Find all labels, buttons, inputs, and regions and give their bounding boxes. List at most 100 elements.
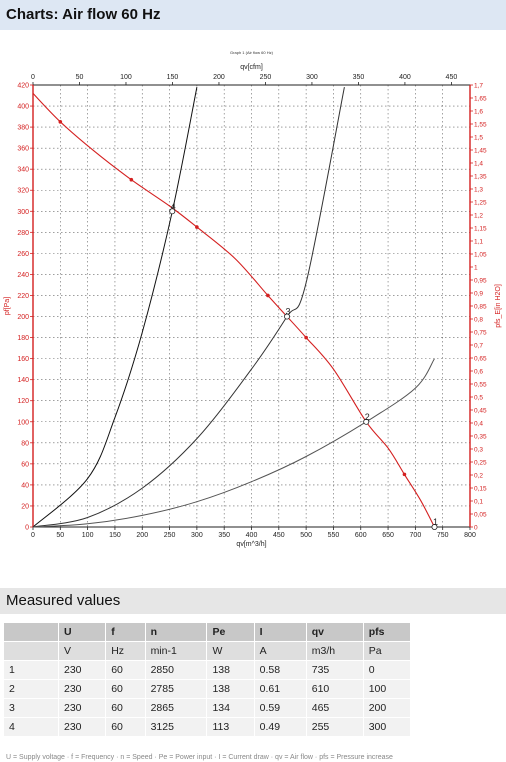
right-tick-label: 1,2	[474, 213, 483, 220]
header-cell: qv	[306, 623, 363, 641]
y-tick-label: 220	[17, 293, 29, 300]
right-tick-label: 1,6	[474, 109, 483, 116]
x-tick-label: 0	[31, 532, 35, 539]
header-cell: f	[106, 623, 145, 641]
right-tick-label: 1,15	[474, 226, 487, 233]
right-tick-label: 1,55	[474, 122, 487, 129]
fan-data-point	[195, 225, 199, 229]
right-tick-label: 1,35	[474, 174, 487, 181]
right-tick-label: 0,2	[474, 473, 483, 480]
right-tick-label: 0,3	[474, 447, 483, 454]
y-tick-label: 140	[17, 377, 29, 384]
unit-cell: m3/h	[306, 642, 363, 660]
right-tick-label: 1,5	[474, 135, 483, 142]
right-tick-label: 1,4	[474, 161, 483, 168]
table-cell: 610	[306, 680, 363, 698]
table-cell: 465	[306, 699, 363, 717]
y-tick-label: 420	[17, 83, 29, 90]
fan-data-point	[402, 472, 407, 477]
right-tick-label: 0,15	[474, 486, 487, 493]
table-cell: 100	[363, 680, 410, 698]
right-tick-label: 1,65	[474, 96, 487, 103]
table-row: 2 230 60 2785 138 0.61 610 100	[4, 680, 410, 698]
top-tick-label: 150	[167, 74, 179, 81]
top-tick-label: 450	[446, 74, 458, 81]
table-cell: 138	[207, 680, 254, 698]
table-cell: 60	[106, 718, 145, 736]
y-tick-label: 0	[25, 525, 29, 532]
right-tick-label: 0,65	[474, 356, 487, 363]
header-cell: Pe	[207, 623, 254, 641]
table-cell: 60	[106, 661, 145, 679]
chart-section-header: Charts: Air flow 60 Hz	[0, 0, 506, 30]
fan-data-point	[129, 177, 134, 182]
table-cell: 2865	[145, 699, 207, 717]
y-tick-label: 80	[21, 440, 29, 447]
unit-cell	[4, 642, 58, 660]
y-axis-label: pf[Pa]	[4, 297, 11, 315]
y-tick-label: 160	[17, 356, 29, 363]
unit-cell: Hz	[106, 642, 145, 660]
table-cell: 138	[207, 661, 254, 679]
x-tick-label: 50	[56, 532, 64, 539]
chart-title: Graph 1 (Air flow 60 Hz)	[230, 50, 274, 55]
right-tick-label: 1,45	[474, 148, 487, 155]
operating-point-label: 1	[433, 517, 438, 527]
top-tick-label: 0	[31, 74, 35, 81]
right-tick-label: 0,95	[474, 278, 487, 285]
system-curve-line	[32, 358, 435, 528]
table-row: 4 230 60 3125 113 0.49 255 300	[4, 718, 410, 736]
right-tick-label: 0,7	[474, 343, 483, 350]
table-cell: 60	[106, 699, 145, 717]
operating-point-marker	[363, 418, 370, 425]
table-cell: 3125	[145, 718, 207, 736]
table-cell: 0.58	[254, 661, 306, 679]
top-tick-label: 100	[120, 74, 132, 81]
y-tick-label: 360	[17, 146, 29, 153]
table-cell: 735	[306, 661, 363, 679]
unit-cell: V	[59, 642, 106, 660]
x-axis-label: qv[m^3/h]	[236, 541, 266, 548]
header-cell: pfs	[363, 623, 410, 641]
table-cell: 3	[4, 699, 58, 717]
right-tick-label: 0,35	[474, 434, 487, 441]
measured-values-title: Measured values	[6, 592, 121, 609]
y-tick-label: 120	[17, 398, 29, 405]
y-tick-label: 200	[17, 314, 29, 321]
x-tick-label: 800	[464, 532, 476, 539]
x-tick-label: 700	[410, 532, 422, 539]
right-tick-label: 1	[474, 265, 478, 272]
x-tick-label: 450	[273, 532, 285, 539]
top-tick-label: 200	[213, 74, 225, 81]
operating-point-label: 4	[171, 201, 176, 211]
y-tick-label: 300	[17, 209, 29, 216]
table-cell: 230	[59, 718, 106, 736]
x-tick-label: 750	[437, 532, 449, 539]
right-tick-label: 0,85	[474, 304, 487, 311]
y-tick-label: 260	[17, 251, 29, 258]
y-tick-label: 100	[17, 419, 29, 426]
unit-cell: W	[207, 642, 254, 660]
right-tick-label: 0,25	[474, 460, 487, 467]
fan-curve-line	[32, 93, 435, 528]
right-tick-label: 0,75	[474, 330, 487, 337]
table-cell: 2	[4, 680, 58, 698]
right-tick-label: 0,1	[474, 499, 483, 506]
header-cell: n	[145, 623, 207, 641]
y-tick-label: 60	[21, 461, 29, 468]
right-tick-label: 0,9	[474, 291, 483, 298]
unit-cell: A	[254, 642, 306, 660]
x-tick-label: 100	[82, 532, 94, 539]
table-cell: 0.49	[254, 718, 306, 736]
right-tick-label: 0,5	[474, 395, 483, 402]
table-cell: 230	[59, 680, 106, 698]
y-tick-label: 20	[21, 503, 29, 510]
table-cell: 60	[106, 680, 145, 698]
header-cell: I	[254, 623, 306, 641]
y-tick-label: 240	[17, 272, 29, 279]
footnote: U = Supply voltage · f = Frequency · n =…	[6, 754, 393, 761]
table-cell: 2785	[145, 680, 207, 698]
table-cell: 1	[4, 661, 58, 679]
operating-point-marker	[431, 523, 438, 530]
x-tick-label: 400	[246, 532, 258, 539]
